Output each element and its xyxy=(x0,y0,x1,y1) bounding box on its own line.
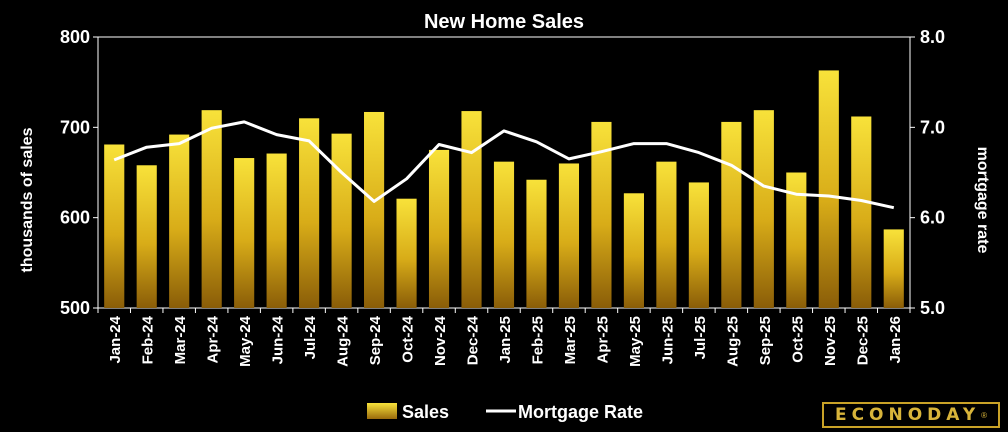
x-tick-label: Jan-25 xyxy=(497,316,514,364)
legend-swatch-sales xyxy=(367,403,397,419)
x-tick-label: Feb-24 xyxy=(140,315,157,364)
sales-bar xyxy=(201,110,222,308)
x-tick-label: Aug-24 xyxy=(335,315,352,366)
mortgage-rate-line xyxy=(113,120,895,210)
x-tick-label: Dec-25 xyxy=(854,316,871,365)
y2-tick-label: 5.0 xyxy=(920,298,945,318)
sales-bar xyxy=(169,134,190,308)
x-tick-label: Mar-25 xyxy=(562,316,579,364)
sales-bar xyxy=(104,144,125,308)
sales-bar xyxy=(266,153,287,308)
x-tick-label: Jan-24 xyxy=(107,315,124,363)
y-tick-label: 800 xyxy=(60,27,90,47)
x-tick-label: Jun-24 xyxy=(270,315,287,364)
x-tick-label: Apr-25 xyxy=(594,316,611,364)
y2-tick-label: 7.0 xyxy=(920,117,945,137)
sales-bar xyxy=(558,163,580,308)
sales-bar xyxy=(721,121,742,308)
y-axis-label: thousands of sales xyxy=(19,127,36,272)
legend: Sales Mortgage Rate xyxy=(367,402,643,422)
econoday-logo: ECONODAY ® xyxy=(822,402,1000,428)
x-tick-label: May-25 xyxy=(627,316,644,367)
x-tick-label: Apr-24 xyxy=(205,315,222,363)
sales-bar xyxy=(688,182,709,308)
legend-label-mortgage-rate: Mortgage Rate xyxy=(518,402,643,422)
x-tick-label: Nov-24 xyxy=(432,315,449,366)
sales-bar xyxy=(883,229,904,308)
sales-bar xyxy=(656,161,677,308)
sales-bar xyxy=(591,121,612,308)
y2-tick-label: 8.0 xyxy=(920,27,945,47)
y-tick-label: 500 xyxy=(60,298,90,318)
x-axis-ticks: Jan-24 Feb-24 Mar-24 Apr-24 May-24 Jun-24 Jul-… xyxy=(97,308,911,367)
x-tick-label: Jul-24 xyxy=(302,315,319,359)
sales-bar xyxy=(331,133,352,308)
x-tick-label: Mar-24 xyxy=(172,315,189,364)
brand-mark: ® xyxy=(981,410,988,420)
x-tick-label: Feb-25 xyxy=(530,316,547,364)
y-tick-label: 600 xyxy=(60,208,90,228)
brand-name: ECONODAY xyxy=(834,405,981,425)
sales-bar xyxy=(364,111,385,308)
legend-label-sales: Sales xyxy=(402,402,449,422)
y2-axis-label: mortgage rate xyxy=(974,147,991,254)
x-tick-label: Oct-24 xyxy=(400,315,417,362)
sales-bar xyxy=(428,149,450,308)
x-tick-label: Oct-25 xyxy=(789,316,806,363)
y2-axis-ticks: 8.0 7.0 6.0 5.0 xyxy=(910,27,945,318)
sales-bar xyxy=(299,118,320,308)
y2-tick-label: 6.0 xyxy=(920,208,945,228)
sales-bar xyxy=(493,161,515,308)
sales-bar xyxy=(136,165,157,308)
x-tick-label: Aug-25 xyxy=(724,316,741,367)
sales-bar xyxy=(851,116,872,308)
x-tick-label: Jun-25 xyxy=(659,316,676,364)
y-axis-ticks: 800 700 600 500 xyxy=(60,27,98,318)
sales-bar xyxy=(818,70,839,308)
sales-bar xyxy=(786,172,807,308)
x-tick-label: May-24 xyxy=(237,315,254,367)
x-tick-label: Sep-24 xyxy=(367,315,384,365)
sales-bar xyxy=(753,110,774,308)
x-tick-label: Nov-25 xyxy=(822,316,839,366)
x-tick-label: Jan-26 xyxy=(887,316,904,364)
x-tick-label: Sep-25 xyxy=(757,316,774,365)
chart-title: New Home Sales xyxy=(424,11,584,33)
sales-bars xyxy=(104,70,904,308)
sales-bar xyxy=(396,198,417,308)
x-tick-label: Jul-25 xyxy=(692,316,709,359)
sales-bar xyxy=(461,111,482,308)
sales-bar xyxy=(623,193,644,308)
sales-bar xyxy=(526,179,547,308)
x-tick-label: Dec-24 xyxy=(465,315,482,365)
sales-bar xyxy=(234,158,255,308)
y-tick-label: 700 xyxy=(60,117,90,137)
